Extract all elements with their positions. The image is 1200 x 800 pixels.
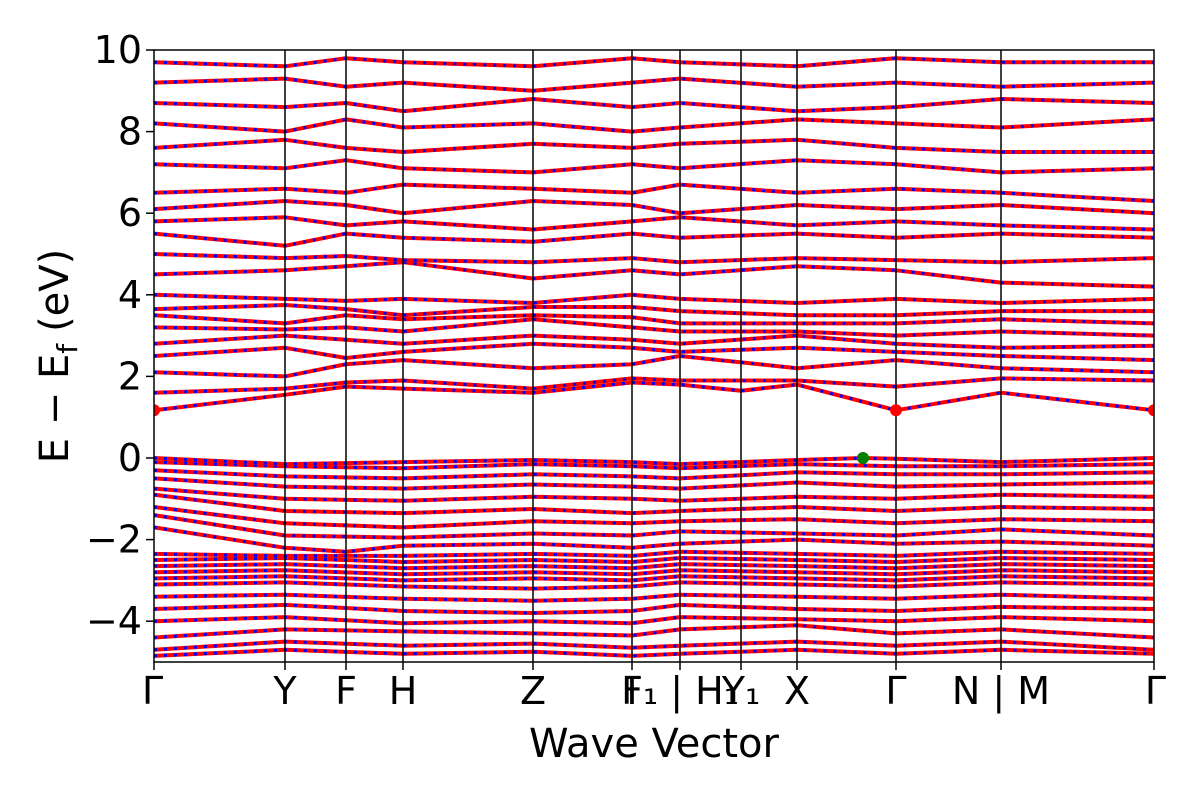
- x-tick-label-3: H: [389, 669, 418, 713]
- band-8: [154, 568, 1154, 577]
- band-4-dotted-line: [154, 603, 1154, 615]
- y-axis-title: E − Ef (eV): [32, 249, 84, 464]
- x-axis-title: Wave Vector: [529, 721, 780, 767]
- band-19: [154, 460, 1154, 471]
- band-27-dotted-line: [154, 313, 1154, 325]
- band-0-dotted-line: [154, 648, 1154, 658]
- band-11-dotted-line: [154, 550, 1154, 558]
- band-1: [154, 639, 1154, 652]
- band-7: [154, 574, 1154, 583]
- band-9: [154, 562, 1154, 571]
- x-tick-label-4: Z: [520, 669, 546, 713]
- band-6: [154, 580, 1154, 591]
- y-tick-label-5: 6: [118, 191, 142, 235]
- x-tick-label-5: I: [626, 669, 637, 713]
- band-34-dotted-line: [154, 199, 1154, 215]
- band-23-dotted-line: [154, 354, 1154, 378]
- x-tick-label-0: Γ: [142, 669, 163, 713]
- band-6-dotted-line: [154, 580, 1154, 591]
- band-0: [154, 647, 1154, 658]
- band-14: [154, 505, 1154, 530]
- x-tick-label-10: N | M: [952, 669, 1050, 714]
- band-8-dotted-line: [154, 568, 1154, 576]
- band-35-dotted-line: [154, 183, 1154, 203]
- band-3-dotted-line: [154, 615, 1154, 625]
- band-18-dotted-line: [154, 468, 1154, 480]
- band-10: [154, 556, 1154, 564]
- band-19-dotted-line: [154, 460, 1154, 470]
- band-1-dotted-line: [154, 640, 1154, 652]
- x-tick-label-2: F: [335, 669, 357, 713]
- band-2-dotted-line: [154, 623, 1154, 639]
- band-25-dotted-line: [154, 334, 1154, 350]
- x-tick-label-1: Y: [272, 669, 297, 713]
- band-13: [154, 513, 1154, 540]
- high-symmetry-lines: [284, 50, 1002, 662]
- x-tick-label-8: X: [784, 669, 810, 713]
- band-edge-markers: [154, 404, 1154, 464]
- band-2: [154, 623, 1154, 640]
- band-18: [154, 468, 1154, 481]
- x-tick-label-11: Γ: [1145, 669, 1166, 713]
- band-29-dotted-line: [154, 293, 1154, 305]
- band-3: [154, 615, 1154, 626]
- band-5-dotted-line: [154, 593, 1154, 603]
- x-tick-label-7: Y₁: [721, 669, 760, 713]
- band-36-dotted-line: [154, 158, 1154, 174]
- band-15-dotted-line: [154, 493, 1154, 515]
- y-tick-label-2: 0: [118, 436, 142, 480]
- y-tick-label-1: −2: [86, 518, 142, 562]
- band-30-dotted-line: [154, 260, 1154, 289]
- band-24-dotted-line: [154, 342, 1154, 362]
- band-16: [154, 486, 1154, 503]
- x-tick-label-9: Γ: [885, 669, 906, 713]
- band-5: [154, 592, 1154, 603]
- y-axis-ticks: −4 −2 0 2 4 6 8 10: [86, 28, 154, 643]
- band-4: [154, 602, 1154, 615]
- band-39-dotted-line: [154, 97, 1154, 113]
- band-10-dotted-line: [154, 556, 1154, 564]
- band-37-dotted-line: [154, 138, 1154, 154]
- y-tick-label-4: 4: [118, 273, 142, 317]
- band-40-dotted-line: [154, 77, 1154, 93]
- band-9-dotted-line: [154, 562, 1154, 570]
- band-31-dotted-line: [154, 252, 1154, 264]
- y-axis-title-unit: (eV): [32, 249, 78, 332]
- band-41-dotted-line: [154, 56, 1154, 68]
- band-7-dotted-line: [154, 574, 1154, 582]
- y-tick-label-0: −4: [86, 599, 142, 643]
- band-28-dotted-line: [154, 303, 1154, 317]
- y-tick-label-7: 10: [94, 28, 142, 72]
- plot-frame: [153, 49, 1155, 663]
- band-edge-marker-1: [890, 404, 902, 417]
- band-26-dotted-line: [154, 317, 1154, 338]
- band-21: [154, 380, 1154, 413]
- x-tick-label-6: F₁ | H₁: [621, 669, 739, 714]
- band-edge-marker-2: [1148, 404, 1154, 417]
- band-13-dotted-line: [154, 513, 1154, 540]
- band-17-dotted-line: [154, 476, 1154, 491]
- band-22-dotted-line: [154, 376, 1154, 395]
- band-16-dotted-line: [154, 487, 1154, 503]
- band-edge-marker-3: [857, 452, 869, 464]
- y-tick-label-3: 2: [118, 354, 142, 398]
- band-14-dotted-line: [154, 505, 1154, 529]
- band-21-line: [154, 380, 1154, 413]
- y-tick-label-6: 8: [118, 110, 142, 154]
- band-33-dotted-line: [154, 215, 1154, 232]
- band-17: [154, 476, 1154, 491]
- band-15: [154, 492, 1154, 516]
- band-11: [154, 549, 1154, 558]
- y-axis-title-subscript: f: [51, 343, 84, 354]
- band-edge-marker-0: [154, 404, 160, 417]
- y-axis-title-main: E − E: [32, 354, 78, 464]
